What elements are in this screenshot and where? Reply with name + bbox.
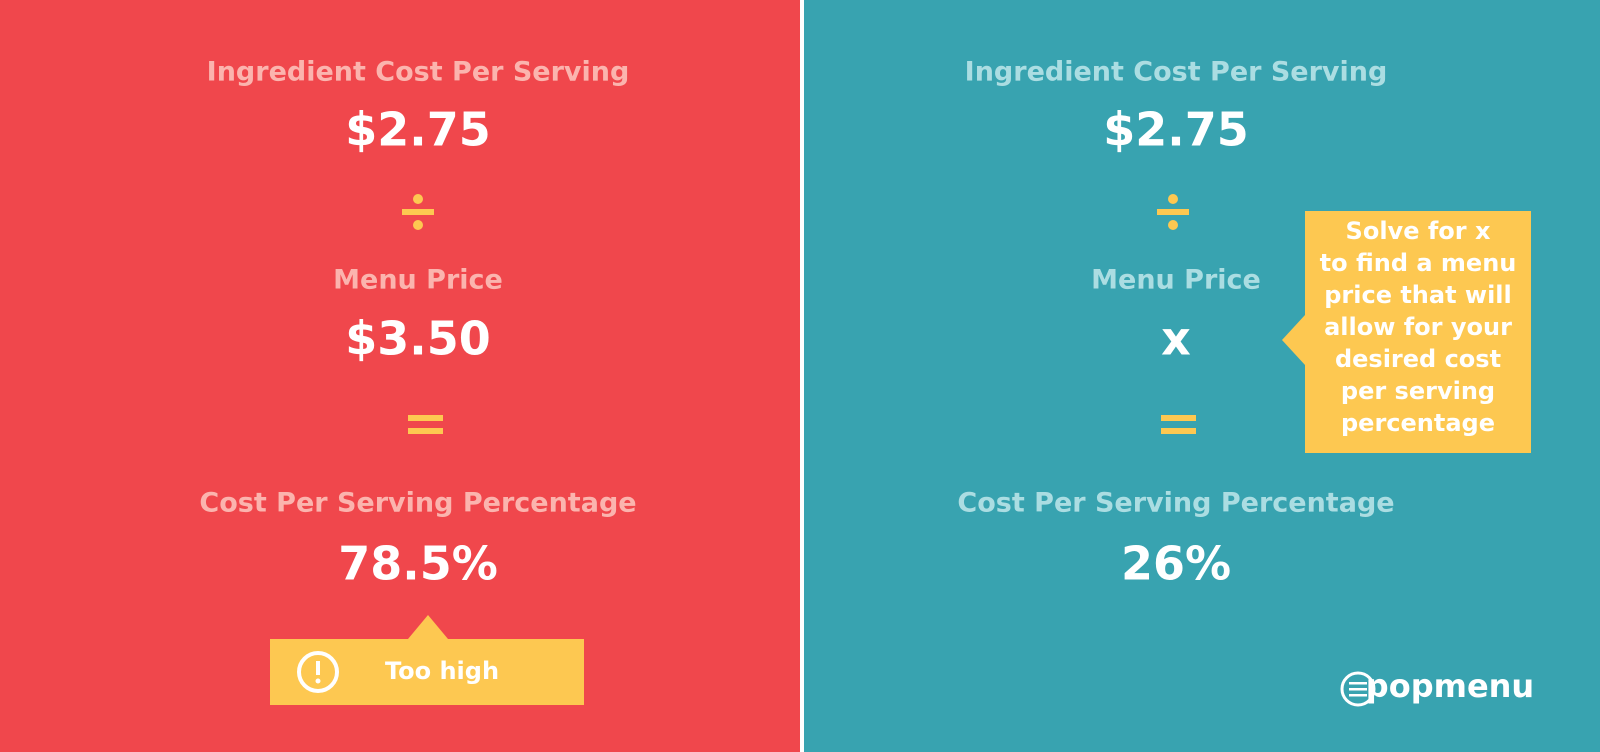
label: Cost Per Serving Percentage: [199, 488, 636, 519]
equals-sign: [1161, 415, 1196, 434]
divider: [800, 0, 804, 752]
callout-line: allow for your: [1324, 313, 1512, 341]
label: Cost Per Serving Percentage: [957, 488, 1394, 519]
value: $3.50: [345, 312, 491, 366]
divide-sign: [1157, 194, 1189, 230]
divide-sign: [402, 194, 434, 230]
label: Ingredient Cost Per Serving: [965, 57, 1388, 88]
callout-line: price that will: [1324, 281, 1512, 309]
left-panel: [0, 0, 800, 752]
callout-line: Solve for x: [1346, 217, 1491, 245]
callout-line: per serving: [1341, 377, 1495, 405]
value: x: [1161, 312, 1191, 366]
hint-callout: Solve for x to find a menu price that will…: [1282, 211, 1531, 453]
label: Menu Price: [1091, 265, 1261, 296]
callout-text: Too high: [385, 657, 499, 685]
label: Ingredient Cost Per Serving: [207, 57, 630, 88]
equals-sign: [408, 415, 443, 434]
callout-line: percentage: [1341, 409, 1495, 437]
logo: popmenu: [1340, 667, 1534, 707]
warning-callout: Too high: [270, 615, 584, 705]
callout-line: desired cost: [1335, 345, 1501, 373]
label: Menu Price: [333, 265, 503, 296]
value: $2.75: [1103, 103, 1249, 157]
value: 26%: [1121, 537, 1231, 591]
callout-line: to find a menu: [1320, 249, 1517, 277]
value: $2.75: [345, 103, 491, 157]
logo-text: popmenu: [1366, 667, 1534, 705]
value: 78.5%: [338, 537, 498, 591]
